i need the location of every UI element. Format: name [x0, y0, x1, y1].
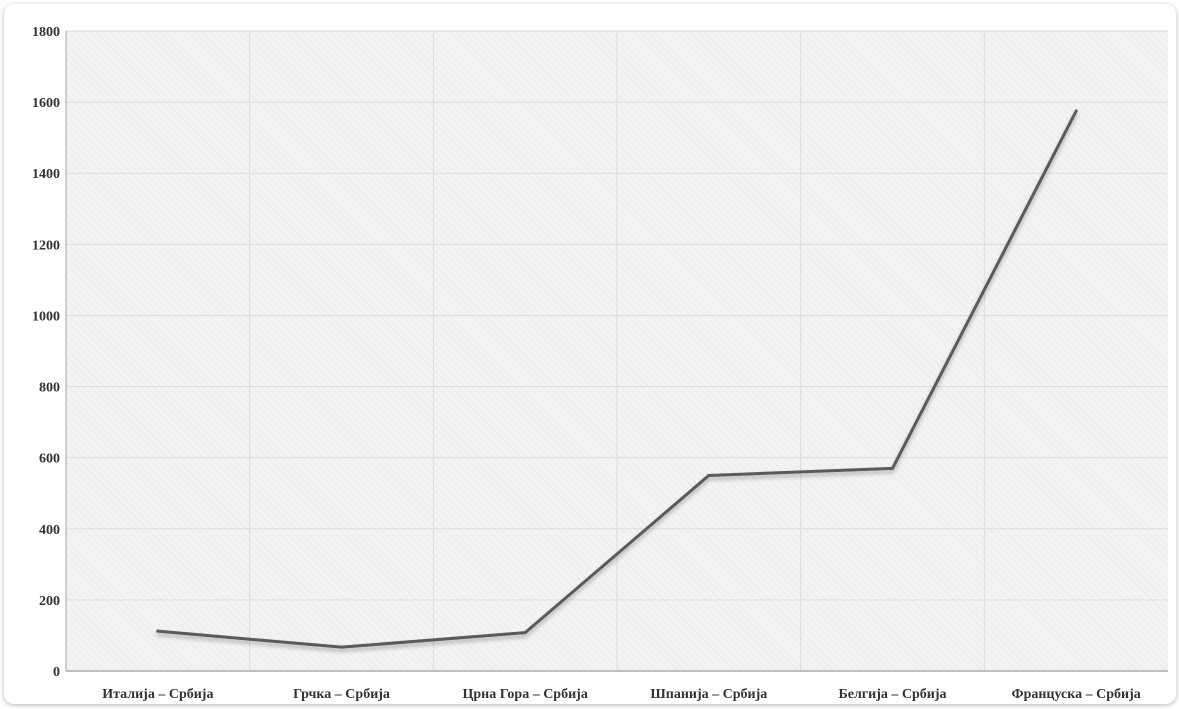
x-tick-label: Француска – Србија: [1012, 687, 1141, 702]
data-point: [523, 631, 527, 635]
x-tick-label: Италија – Србија: [102, 687, 213, 702]
line-chart: 0 200 400 600 800 1000 1200 1400 1600 1800 Италиј…: [32, 25, 1168, 702]
y-tick-label: 1400: [32, 167, 60, 182]
y-tick-label: 200: [39, 594, 60, 609]
chart-card: 0 200 400 600 800 1000 1200 1400 1600 1800 Италиј…: [4, 4, 1176, 704]
grid-lines: [66, 30, 1168, 671]
y-tick-label: 0: [53, 665, 60, 680]
y-tick-label: 1200: [32, 238, 60, 253]
data-point: [707, 473, 711, 477]
x-tick-label: Грчка – Србија: [293, 687, 390, 702]
series-line: [156, 109, 1078, 649]
y-tick-label: 1800: [32, 25, 60, 40]
y-tick-label: 800: [39, 381, 60, 396]
x-tick-label: Црна Гора – Србија: [462, 687, 587, 702]
y-tick-label: 600: [39, 452, 60, 467]
data-point: [340, 645, 343, 649]
y-tick-label: 1600: [32, 96, 60, 111]
data-point: [1074, 109, 1078, 113]
y-axis-ticks: 0 200 400 600 800 1000 1200 1400 1600 1800: [32, 25, 60, 680]
axes: [65, 31, 1168, 672]
x-tick-label: Шпанија – Србија: [650, 687, 767, 702]
x-tick-label: Белгија – Србија: [838, 687, 946, 702]
y-tick-label: 1000: [32, 309, 60, 324]
series-layer: [156, 109, 1078, 649]
x-axis-ticks: Италија – Србија Грчка – Србија Црна Гора …: [102, 687, 1141, 702]
data-point: [156, 629, 160, 633]
data-point: [891, 466, 894, 470]
y-tick-label: 400: [39, 523, 60, 538]
